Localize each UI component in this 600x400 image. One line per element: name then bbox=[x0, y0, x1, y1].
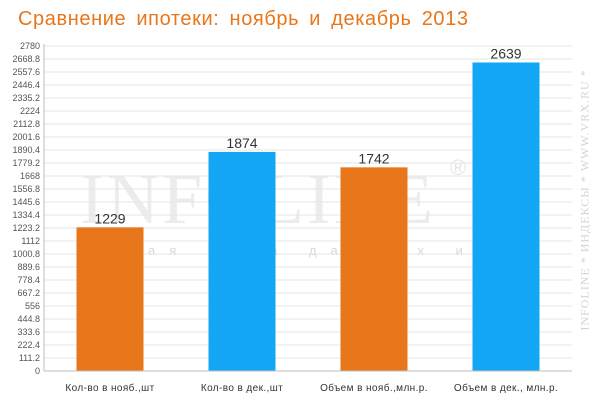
bar bbox=[340, 167, 408, 371]
y-tick-label: 222.4 bbox=[17, 340, 40, 350]
bar bbox=[76, 227, 144, 371]
y-tick-label: 444.8 bbox=[17, 314, 40, 324]
y-tick-label: 1334.4 bbox=[12, 210, 40, 220]
bar bbox=[208, 151, 276, 371]
y-tick-label: 2001.6 bbox=[12, 132, 40, 142]
y-tick-label: 1556.8 bbox=[12, 184, 40, 194]
y-axis-tick-labels: 0 111.2 222.4 333.6 444.8 556 667.2 778.4 889.6 1… bbox=[12, 41, 40, 376]
side-watermark-text: INFOLINE * ИНДЕКСЫ * WWW.VRX.RU * bbox=[577, 69, 592, 331]
y-tick-label: 667.2 bbox=[17, 288, 40, 298]
x-axis-label: Кол-во в нояб.,шт bbox=[65, 382, 154, 394]
y-tick-label: 1779.2 bbox=[12, 158, 40, 168]
bar bbox=[472, 62, 540, 371]
y-tick-label: 2224 bbox=[20, 106, 40, 116]
value-labels: 1229 1874 1742 2639 bbox=[94, 45, 521, 226]
bar-value-label: 1742 bbox=[358, 150, 389, 166]
y-tick-label: 1112 bbox=[21, 236, 40, 246]
y-tick-label: 889.6 bbox=[17, 262, 40, 272]
bars bbox=[76, 62, 540, 371]
y-tick-label: 556 bbox=[25, 301, 40, 311]
y-tick-label: 2557.6 bbox=[12, 67, 40, 77]
y-tick-label: 2446.4 bbox=[12, 80, 40, 90]
bar-value-label: 1229 bbox=[94, 210, 125, 226]
y-tick-label: 1668 bbox=[20, 171, 40, 181]
y-tick-label: 1000.8 bbox=[12, 249, 40, 259]
x-axis-label: Кол-во в дек.,шт bbox=[201, 383, 283, 394]
y-tick-label: 0 bbox=[35, 366, 40, 376]
y-tick-label: 1890.4 bbox=[12, 145, 40, 155]
y-tick-label: 111.2 bbox=[19, 353, 40, 363]
y-tick-label: 1223.2 bbox=[12, 223, 40, 233]
bar-value-label: 2639 bbox=[490, 45, 521, 61]
chart-title: Сравнение ипотеки: ноябрь и декабрь 2013 bbox=[18, 8, 469, 30]
x-axis-label: Объем в нояб.,млн.р. bbox=[320, 382, 428, 394]
y-tick-label: 333.6 bbox=[17, 327, 40, 337]
x-axis-label: Объем в дек., млн.р. bbox=[454, 382, 558, 394]
y-tick-label: 2668.8 bbox=[12, 54, 40, 64]
y-tick-label: 2335.2 bbox=[12, 93, 40, 103]
y-tick-label: 778.4 bbox=[17, 275, 40, 285]
y-tick-label: 2112.8 bbox=[13, 119, 40, 129]
y-tick-label: 2780 bbox=[20, 41, 40, 51]
bar-value-label: 1874 bbox=[226, 135, 257, 151]
x-axis-labels: Кол-во в нояб.,шт Кол-во в дек.,шт Объем в… bbox=[65, 382, 558, 394]
y-tick-label: 1445.6 bbox=[12, 197, 40, 207]
